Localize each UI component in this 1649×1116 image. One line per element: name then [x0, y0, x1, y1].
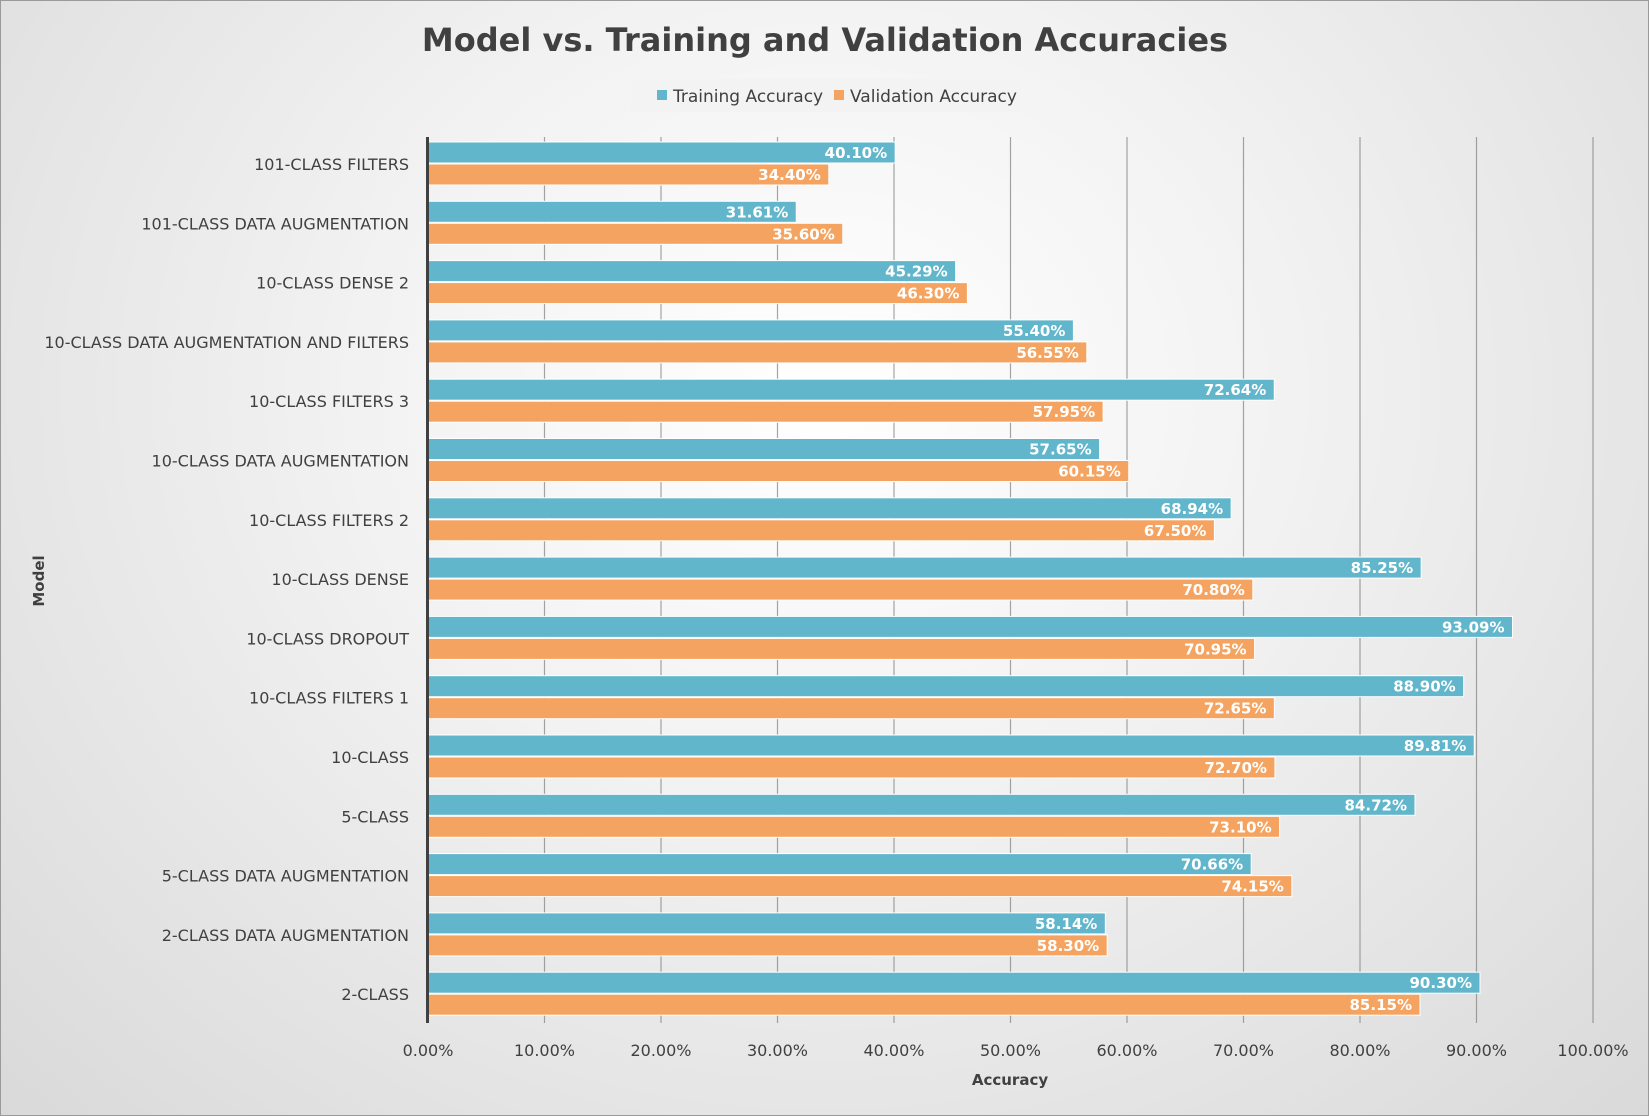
- training-data-label: 72.64%: [1204, 381, 1266, 399]
- training-bar: [427, 912, 1106, 935]
- x-tick-label: 100.00%: [1557, 1041, 1628, 1060]
- x-tick-label: 0.00%: [403, 1041, 454, 1060]
- category-label: 10-CLASS FILTERS 1: [249, 689, 409, 708]
- validation-bar: [427, 993, 1421, 1016]
- x-tick-label: 80.00%: [1329, 1041, 1390, 1060]
- validation-data-label: 74.15%: [1221, 878, 1283, 896]
- validation-bar: [427, 578, 1254, 601]
- training-data-label: 58.14%: [1035, 915, 1097, 933]
- category-label: 101-CLASS FILTERS: [254, 155, 409, 174]
- validation-data-label: 57.95%: [1033, 403, 1095, 421]
- validation-data-label: 85.15%: [1350, 996, 1412, 1014]
- training-data-label: 40.10%: [825, 144, 887, 162]
- training-bar: [427, 675, 1465, 698]
- training-bar: [427, 556, 1422, 579]
- legend: Training Accuracy Validation Accuracy: [631, 79, 1021, 112]
- validation-data-label: 70.80%: [1182, 581, 1244, 599]
- x-tick-label: 70.00%: [1213, 1041, 1274, 1060]
- training-data-label: 93.09%: [1442, 618, 1504, 636]
- x-tick-label: 10.00%: [514, 1041, 575, 1060]
- category-label: 5-CLASS DATA AUGMENTATION: [162, 867, 409, 886]
- y-axis-title: Model: [30, 555, 48, 606]
- training-data-label: 84.72%: [1345, 796, 1407, 814]
- category-label: 5-CLASS: [341, 807, 409, 826]
- category-labels: 101-CLASS FILTERS 101-CLASS DATA AUGMENTA…: [44, 155, 409, 1004]
- training-bar: [427, 971, 1481, 994]
- validation-bar: [427, 282, 968, 305]
- category-label: 2-CLASS: [341, 985, 409, 1004]
- category-label: 10-CLASS DATA AUGMENTATION: [152, 452, 409, 471]
- validation-bar: [427, 400, 1104, 423]
- training-data-label: 89.81%: [1404, 737, 1466, 755]
- validation-bar: [427, 519, 1215, 542]
- training-data-label: 85.25%: [1351, 559, 1413, 577]
- validation-data-label: 70.95%: [1184, 640, 1246, 658]
- category-label: 2-CLASS DATA AUGMENTATION: [162, 926, 409, 945]
- validation-data-label: 34.40%: [758, 166, 820, 184]
- validation-bar: [427, 934, 1108, 957]
- training-data-label: 88.90%: [1393, 678, 1455, 696]
- validation-data-label: 72.70%: [1204, 759, 1266, 777]
- validation-data-label: 67.50%: [1144, 522, 1206, 540]
- legend-label-validation: Validation Accuracy: [850, 87, 1017, 107]
- validation-data-label: 73.10%: [1209, 818, 1271, 836]
- training-bar: [427, 497, 1232, 520]
- category-label: 10-CLASS DENSE 2: [256, 274, 409, 293]
- training-bar: [427, 793, 1416, 816]
- category-label: 10-CLASS DROPOUT: [246, 629, 409, 648]
- validation-bar: [427, 756, 1276, 779]
- legend-swatch-validation: [834, 90, 844, 100]
- training-data-label: 45.29%: [885, 263, 947, 281]
- chart-title: Model vs. Training and Validation Accura…: [422, 21, 1228, 59]
- legend-swatch-training: [657, 90, 667, 100]
- validation-data-label: 46.30%: [897, 285, 959, 303]
- validation-bar: [427, 815, 1281, 838]
- validation-data-label: 60.15%: [1058, 463, 1120, 481]
- x-tick-labels: 0.00% 10.00% 20.00% 30.00% 40.00% 50.00% 60.00…: [403, 1041, 1629, 1060]
- training-data-label: 57.65%: [1029, 441, 1091, 459]
- x-tick-label: 20.00%: [630, 1041, 691, 1060]
- category-label: 10-CLASS DATA AUGMENTATION AND FILTERS: [44, 333, 409, 352]
- bars: 40.10% 34.40% 31.61% 35.60% 45.29% 46.30% 55.4…: [427, 141, 1513, 1016]
- training-bar: [427, 853, 1252, 876]
- validation-data-label: 72.65%: [1204, 700, 1266, 718]
- x-tick-label: 60.00%: [1096, 1041, 1157, 1060]
- validation-bar: [427, 875, 1293, 898]
- training-bar: [427, 734, 1475, 757]
- validation-bar: [427, 637, 1256, 660]
- training-bar: [427, 260, 957, 283]
- validation-data-label: 58.30%: [1037, 937, 1099, 955]
- x-tick-label: 30.00%: [747, 1041, 808, 1060]
- validation-data-label: 35.60%: [772, 225, 834, 243]
- validation-bar: [427, 341, 1088, 364]
- validation-bar: [427, 460, 1130, 482]
- legend-box: [631, 79, 1021, 112]
- x-tick-label: 50.00%: [980, 1041, 1041, 1060]
- training-bar: [427, 615, 1513, 638]
- training-bar: [427, 319, 1074, 342]
- training-data-label: 55.40%: [1003, 322, 1065, 340]
- validation-data-label: 56.55%: [1016, 344, 1078, 362]
- legend-label-training: Training Accuracy: [672, 87, 823, 107]
- training-bar: [427, 438, 1101, 460]
- training-data-label: 90.30%: [1410, 974, 1472, 992]
- training-data-label: 68.94%: [1161, 500, 1223, 518]
- training-bar: [427, 378, 1275, 401]
- category-label: 10-CLASS FILTERS 3: [249, 392, 409, 411]
- category-label: 10-CLASS DENSE: [271, 570, 409, 589]
- category-label: 101-CLASS DATA AUGMENTATION: [141, 214, 409, 233]
- training-data-label: 70.66%: [1181, 856, 1243, 874]
- x-axis-title: Accuracy: [972, 1071, 1048, 1089]
- training-data-label: 31.61%: [726, 203, 788, 221]
- category-label: 10-CLASS FILTERS 2: [249, 511, 409, 530]
- x-tick-label: 90.00%: [1446, 1041, 1507, 1060]
- validation-bar: [427, 697, 1275, 720]
- category-label: 10-CLASS: [331, 748, 409, 767]
- x-tick-label: 40.00%: [863, 1041, 924, 1060]
